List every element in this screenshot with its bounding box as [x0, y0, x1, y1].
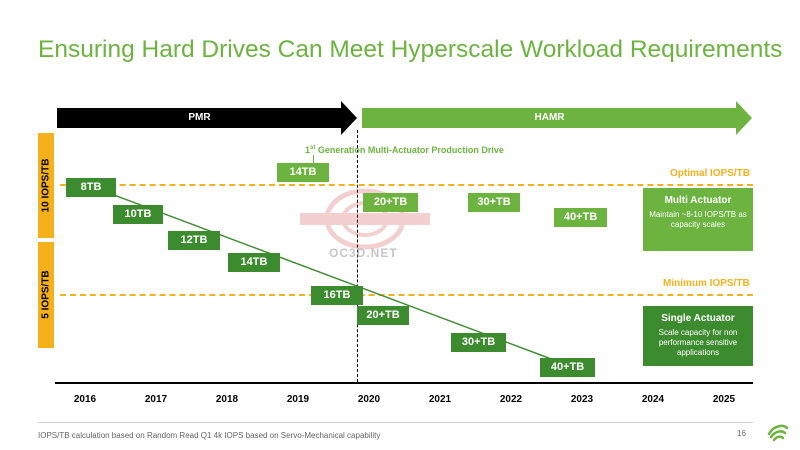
drive-40tb-multi: 40+TB	[554, 208, 607, 227]
year-2016: 2016	[73, 394, 97, 405]
single-actuator-description: Scale capacity for non performance sensi…	[658, 328, 738, 357]
drive-8tb: 8TB	[66, 178, 116, 197]
band-10-iops-label: 10 IOPS/TB	[40, 158, 52, 213]
drive-20tb-multi: 20+TB	[363, 193, 418, 212]
drive-10tb: 10TB	[113, 205, 163, 224]
single-actuator-legend: Single Actuator Scale capacity for non p…	[643, 306, 753, 366]
year-2025: 2025	[712, 394, 736, 405]
multi-actuator-title: Multi Actuator	[664, 195, 732, 206]
multi-actuator-description: Maintain ~8-10 IOPS/TB as capacity scale…	[649, 210, 747, 229]
band-5-iops-label: 5 IOPS/TB	[40, 270, 52, 319]
pmr-arrow-body	[57, 108, 342, 128]
year-2017: 2017	[144, 394, 168, 405]
optimal-iops-line	[60, 184, 753, 186]
page-number: 16	[737, 429, 746, 438]
hamr-arrow-body	[362, 108, 737, 128]
drive-16tb: 16TB	[311, 286, 363, 305]
drive-14tb: 14TB	[228, 253, 280, 272]
multi-actuator-annotation: 1st Generation Multi-Actuator Production…	[305, 145, 504, 155]
drive-30tb-multi: 30+TB	[468, 193, 520, 212]
year-2022: 2022	[499, 394, 523, 405]
year-2018: 2018	[215, 394, 239, 405]
drive-30tb-single: 30+TB	[451, 333, 506, 352]
hamr-arrow-head	[736, 101, 752, 135]
year-2024: 2024	[641, 394, 665, 405]
pmr-arrow-head	[341, 101, 357, 135]
year-2023: 2023	[570, 394, 594, 405]
oc3d-watermark-text: OC3D.NET	[329, 246, 398, 260]
minimum-iops-line	[60, 294, 753, 296]
pmr-label: PMR	[188, 112, 211, 123]
slide-title: Ensuring Hard Drives Can Meet Hyperscale…	[38, 36, 783, 63]
drive-40tb-single: 40+TB	[540, 358, 595, 377]
year-2020: 2020	[357, 394, 381, 405]
optimal-iops-label: Optimal IOPS/TB	[670, 168, 751, 179]
annotation-superscript: st	[310, 145, 316, 151]
annotation-text: Generation Multi-Actuator Production Dri…	[315, 145, 504, 155]
single-actuator-title: Single Actuator	[661, 313, 735, 324]
footnote: IOPS/TB calculation based on Random Read…	[38, 431, 381, 440]
drive-14tb-multi: 14TB	[277, 163, 329, 182]
band-5-iops	[38, 242, 54, 348]
multi-actuator-legend: Multi Actuator Maintain ~8-10 IOPS/TB as…	[643, 188, 753, 251]
minimum-iops-label: Minimum IOPS/TB	[663, 278, 750, 289]
band-10-iops	[38, 133, 54, 238]
year-2021: 2021	[428, 394, 452, 405]
annotation-prefix: 1	[305, 145, 311, 155]
footer-divider	[38, 422, 753, 423]
drive-12tb: 12TB	[168, 231, 220, 250]
drive-20tb-single: 20+TB	[357, 306, 409, 325]
year-2019: 2019	[286, 394, 310, 405]
timeline-axis	[55, 382, 753, 384]
seagate-logo-icon	[767, 424, 789, 442]
hamr-label: HAMR	[534, 112, 565, 123]
annotation-connector	[313, 155, 314, 165]
